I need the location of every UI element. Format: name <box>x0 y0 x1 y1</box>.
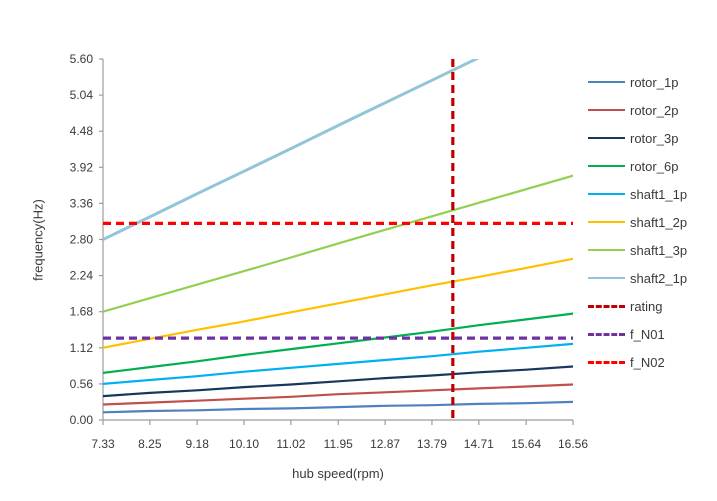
legend-item-shaft2_1p: shaft2_1p <box>588 264 687 292</box>
legend-swatch-shaft1_2p <box>588 221 625 223</box>
y-tick-label: 3.36 <box>70 196 94 210</box>
y-tick-label: 0.56 <box>70 377 94 391</box>
series-line-shaft1_1p <box>103 342 573 385</box>
x-tick-label: 11.95 <box>324 437 353 451</box>
y-tick-label: 2.80 <box>70 233 94 247</box>
x-tick-label: 16.56 <box>558 437 588 451</box>
legend-swatch-f_N01 <box>588 332 625 336</box>
legend-label-rotor_2p: rotor_2p <box>630 102 679 118</box>
legend-item-f_N02: f_N02 <box>588 348 687 376</box>
legend-swatch-f_N02 <box>588 360 625 364</box>
legend-item-rotor_6p: rotor_6p <box>588 152 687 180</box>
x-tick-label: 9.18 <box>186 437 210 451</box>
legend-item-shaft1_1p: shaft1_1p <box>588 180 687 208</box>
x-tick-label: 15.64 <box>511 437 541 451</box>
y-tick-label: 5.60 <box>70 52 94 66</box>
legend-swatch-rotor_1p <box>588 81 625 83</box>
legend-label-rotor_6p: rotor_6p <box>630 158 679 174</box>
y-axis-title: frequency(Hz) <box>30 199 46 281</box>
legend-item-rotor_1p: rotor_1p <box>588 68 687 96</box>
legend-label-shaft1_1p: shaft1_1p <box>630 186 688 202</box>
series-line-rotor_6p <box>103 312 573 374</box>
legend-swatch-rotor_2p <box>588 109 625 111</box>
y-tick-label: 2.24 <box>70 269 94 283</box>
legend-label-shaft1_2p: shaft1_2p <box>630 214 688 230</box>
y-tick-label: 4.48 <box>70 124 94 138</box>
y-tick-label: 3.92 <box>70 160 94 174</box>
legend-label-rotor_3p: rotor_3p <box>630 130 679 146</box>
legend-label-shaft2_1p: shaft2_1p <box>630 270 688 286</box>
legend-swatch-shaft2_1p <box>588 277 625 279</box>
legend-item-rating: rating <box>588 292 687 320</box>
series-line-shaft2_1p <box>103 59 480 241</box>
x-tick-label: 7.33 <box>91 437 115 451</box>
y-tick-label: 1.68 <box>70 305 94 319</box>
legend-item-rotor_3p: rotor_3p <box>588 124 687 152</box>
legend-swatch-shaft1_1p <box>588 193 625 195</box>
x-tick-label: 10.10 <box>229 437 259 451</box>
y-tick-label: 1.12 <box>70 341 94 355</box>
legend-swatch-rating <box>588 304 625 308</box>
legend-item-rotor_2p: rotor_2p <box>588 96 687 124</box>
series-line-rotor_2p <box>103 383 573 406</box>
series-line-shaft1_2p <box>103 257 573 349</box>
x-axis-title: hub speed(rpm) <box>292 466 384 481</box>
legend-label-f_N01: f_N01 <box>630 326 665 342</box>
x-tick-label: 12.87 <box>370 437 400 451</box>
x-tick-label: 14.71 <box>464 437 494 451</box>
legend: rotor_1p rotor_2p rotor_3p rotor_6p shaft1_1… <box>588 68 687 376</box>
legend-swatch-rotor_6p <box>588 165 625 167</box>
legend-item-shaft1_3p: shaft1_3p <box>588 236 687 264</box>
legend-item-f_N01: f_N01 <box>588 320 687 348</box>
legend-label-f_N02: f_N02 <box>630 354 665 370</box>
x-tick-label: 11.02 <box>276 437 305 451</box>
legend-label-rotor_1p: rotor_1p <box>630 74 679 90</box>
legend-label-shaft1_3p: shaft1_3p <box>630 242 688 258</box>
legend-label-rating: rating <box>630 298 663 314</box>
x-tick-label: 8.25 <box>138 437 162 451</box>
series-line-rotor_3p <box>103 365 573 398</box>
series-line-rotor_1p <box>103 400 573 414</box>
series-line-shaft1_3p <box>103 174 573 313</box>
y-tick-label: 5.04 <box>70 88 94 102</box>
legend-item-shaft1_2p: shaft1_2p <box>588 208 687 236</box>
legend-swatch-shaft1_3p <box>588 249 625 251</box>
x-tick-label: 13.79 <box>417 437 447 451</box>
y-tick-label: 0.00 <box>70 413 94 427</box>
legend-swatch-rotor_3p <box>588 137 625 139</box>
